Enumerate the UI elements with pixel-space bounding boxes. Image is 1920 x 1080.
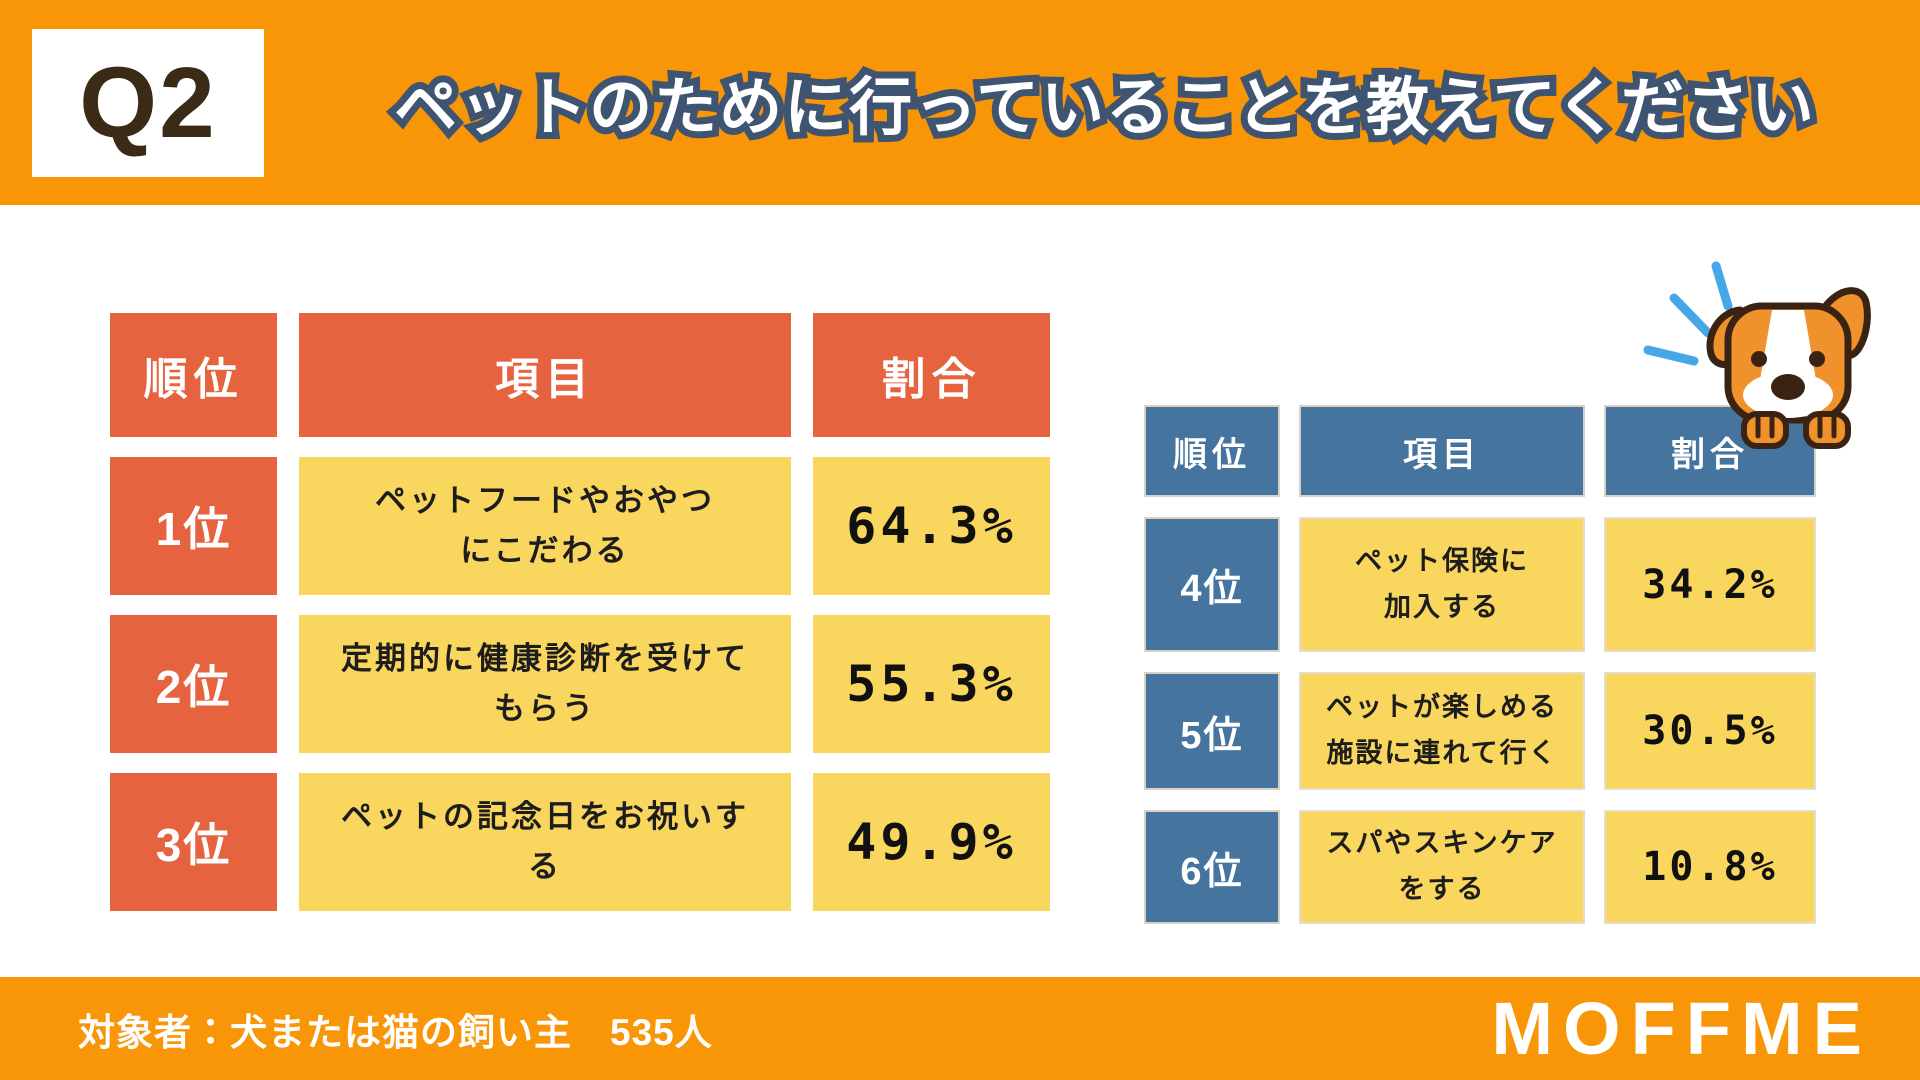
rank-cell: 5位 (1144, 672, 1280, 790)
item-cell: スパやスキンケア をする (1299, 810, 1585, 924)
item-cell: ペットが楽しめる 施設に連れて行く (1299, 672, 1585, 790)
dog-eye-left (1751, 351, 1767, 367)
item-text-line1: ペットが楽しめる (1326, 692, 1558, 723)
item-cell: 定期的に健康診断を受けて もらう (299, 615, 791, 753)
item-cell: ペット保険に 加入する (1299, 517, 1585, 652)
rank-cell: 2位 (110, 615, 277, 753)
dog-icon (1643, 261, 1871, 449)
question-number-box: Q2 (32, 29, 264, 177)
page-title: ペットのために行っていることを教えてください (290, 0, 1920, 205)
moffme-logo: MOFFME (1491, 986, 1872, 1070)
item-text-line1: ペットフードやおやつ (375, 483, 715, 519)
item-text-line2: る (528, 849, 562, 884)
question-number: Q2 (79, 47, 217, 159)
percent-cell: 55.3% (813, 615, 1050, 753)
column-header-item: 項目 (299, 313, 791, 437)
item-text-line1: ペット保険に (1355, 545, 1529, 576)
dog-paw-toes (1755, 415, 1837, 439)
dog-nose (1771, 374, 1805, 400)
header-bar: Q2 ペットのために行っていることを教えてください (0, 0, 1920, 205)
item-text-line1: ペットの記念日をお祝いす (341, 799, 749, 835)
dog-paws (1741, 411, 1851, 449)
item-text-line2: もらう (494, 691, 596, 726)
footer-bar: 対象者：犬または猫の飼い主 535人 MOFFME (0, 977, 1920, 1080)
item-text-line2: 加入する (1384, 591, 1500, 622)
column-header-rank: 順位 (110, 313, 277, 437)
percent-cell: 64.3% (813, 457, 1050, 595)
dog-eye-right (1809, 351, 1825, 367)
dog-blaze (1760, 310, 1816, 390)
percent-cell: 10.8% (1604, 810, 1816, 924)
rank-cell: 3位 (110, 773, 277, 911)
rank-cell: 4位 (1144, 517, 1280, 652)
item-text-line2: にこだわる (460, 533, 630, 568)
ranking-table-bottom: 順位 項目 割合 4位 ペット保険に 加入する 34.2% 5位 ペットが楽しめ… (1144, 405, 1816, 924)
rank-cell: 6位 (1144, 810, 1280, 924)
percent-cell: 30.5% (1604, 672, 1816, 790)
item-text-line2: をする (1398, 874, 1486, 904)
item-text-line1: 定期的に健康診断を受けて (341, 641, 749, 677)
rank-cell: 1位 (110, 457, 277, 595)
column-header-rank: 順位 (1144, 405, 1280, 497)
percent-cell: 34.2% (1604, 517, 1816, 652)
survey-note: 対象者：犬または猫の飼い主 535人 (78, 1011, 713, 1053)
column-header-item: 項目 (1299, 405, 1585, 497)
ranking-table-top: 順位 項目 割合 1位 ペットフードやおやつ にこだわる 64.3% 2位 定期… (110, 313, 1050, 911)
item-cell: ペットフードやおやつ にこだわる (299, 457, 791, 595)
emphasis-lines-icon (1643, 261, 1733, 366)
item-text-line2: 施設に連れて行く (1326, 738, 1558, 768)
column-header-ratio: 割合 (813, 313, 1050, 437)
percent-cell: 49.9% (813, 773, 1050, 911)
item-text-line1: スパやスキンケア (1326, 828, 1558, 859)
item-cell: ペットの記念日をお祝いす る (299, 773, 791, 911)
dog-illustration (1628, 248, 1872, 472)
